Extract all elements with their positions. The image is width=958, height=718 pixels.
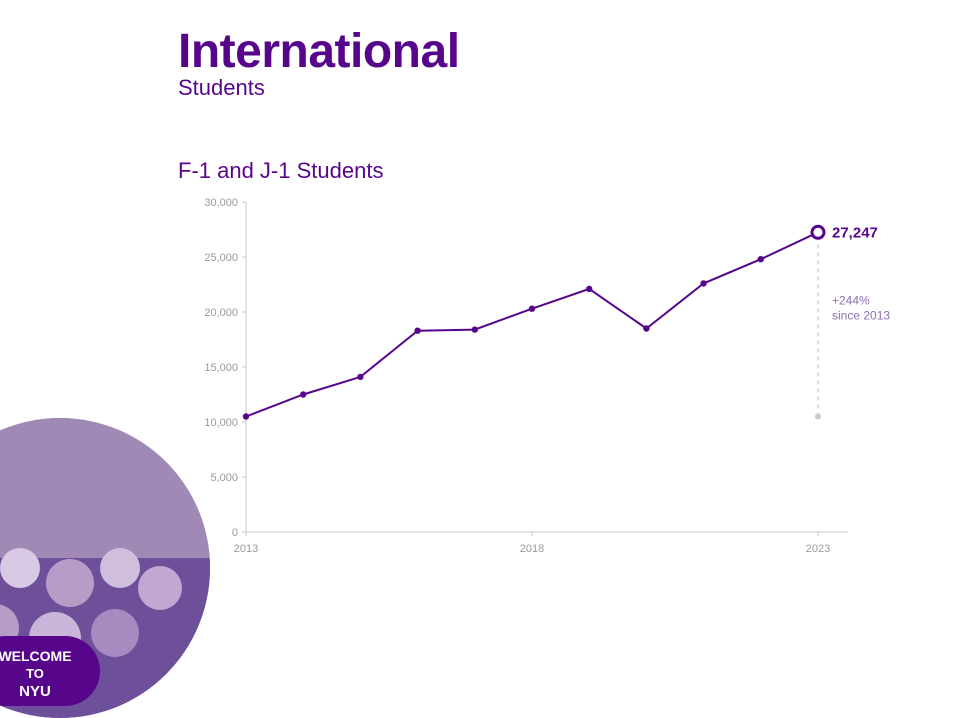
y-tick-label: 20,000 (204, 307, 238, 319)
y-tick-label: 10,000 (204, 417, 238, 429)
data-marker (700, 280, 706, 286)
y-tick-label: 0 (232, 527, 238, 539)
data-marker (643, 325, 649, 331)
data-marker-last (812, 226, 824, 238)
x-tick-label: 2013 (234, 543, 258, 555)
line-chart: 0 5,000 10,000 15,000 20,000 25,000 30,000 2013… (178, 192, 898, 572)
page-heading: International Students (178, 24, 460, 101)
callout-delta-sub: since 2013 (832, 308, 890, 322)
y-tick-label: 15,000 (204, 362, 238, 374)
data-marker (243, 413, 249, 419)
heading-title: International (178, 24, 460, 79)
data-marker (357, 374, 363, 380)
data-marker (414, 328, 420, 334)
data-marker (586, 286, 592, 292)
x-tick-label: 2018 (520, 543, 544, 555)
y-tick-label: 25,000 (204, 252, 238, 264)
data-line (246, 232, 818, 416)
callout-value: 27,247 (832, 224, 878, 241)
data-marker (529, 306, 535, 312)
chart-svg: 0 5,000 10,000 15,000 20,000 25,000 30,000 2013… (178, 192, 898, 572)
x-tick-label: 2023 (806, 543, 830, 555)
chart-title: F-1 and J-1 Students (178, 158, 383, 184)
photo-sign-line1: WELCOME (0, 648, 72, 664)
reference-base-dot (815, 414, 821, 420)
photo-sign-line3: NYU (19, 683, 51, 700)
data-marker (300, 391, 306, 397)
data-marker (472, 326, 478, 332)
y-tick-label: 30,000 (204, 197, 238, 209)
photo-sign-line2: TO (26, 666, 44, 681)
callout-delta: +244% (832, 293, 870, 307)
data-marker (758, 256, 764, 262)
y-tick-label: 5,000 (210, 472, 238, 484)
